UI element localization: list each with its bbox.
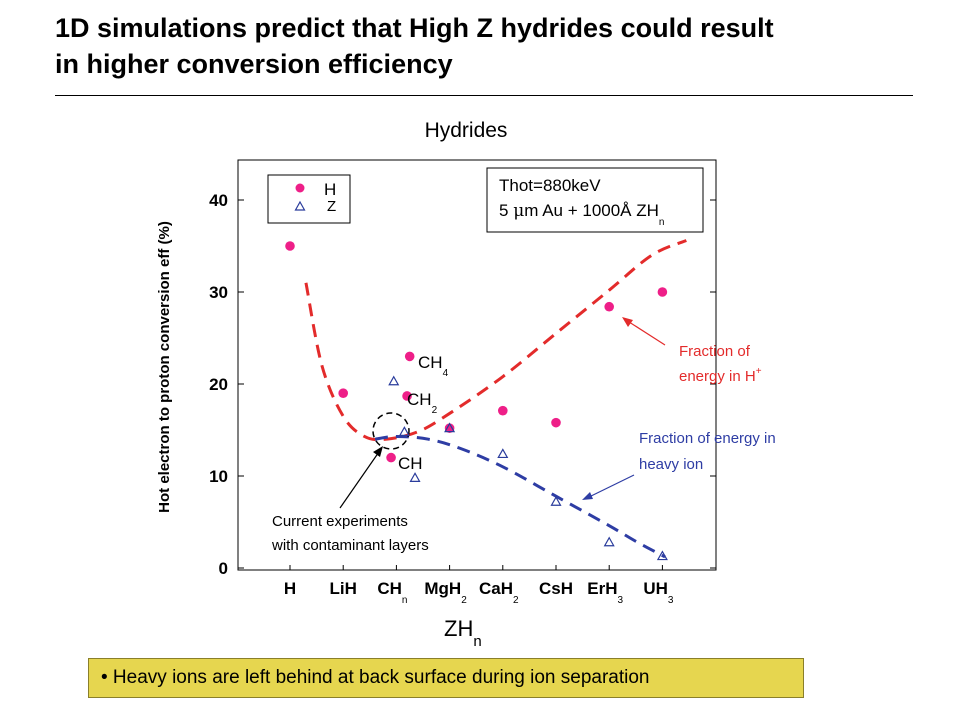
y-tick-labels: 0 10 20 30 40 xyxy=(209,191,228,578)
arrow-fraction-z xyxy=(582,474,635,500)
legend-marker-h xyxy=(295,183,305,193)
data-point-h xyxy=(386,452,396,463)
legend-label-h: H xyxy=(324,180,336,199)
contaminant-highlight-circle xyxy=(372,412,410,450)
x-category-label: H xyxy=(284,579,296,598)
title-divider xyxy=(55,95,913,96)
chart-title: Hydrides xyxy=(425,119,508,142)
x-category-label: UH3 xyxy=(643,579,674,606)
data-point-h xyxy=(657,287,668,297)
data-point-h xyxy=(604,301,614,312)
parameters-box-frame xyxy=(486,167,704,233)
x-axis-label-main: ZH xyxy=(444,616,473,641)
title-line-1: 1D simulations predict that High Z hydri… xyxy=(55,13,774,43)
label-ch2: CH2 xyxy=(407,390,438,416)
parameters-subscript: n xyxy=(659,217,665,228)
data-point-z xyxy=(409,472,421,482)
data-point-h xyxy=(444,423,455,433)
legend-label-z: Z xyxy=(327,198,336,215)
title-line-2: in higher conversion efficiency xyxy=(55,49,453,79)
legend: H Z xyxy=(267,174,351,224)
x-axis-label-sub: n xyxy=(473,633,481,650)
data-point-h xyxy=(404,351,415,362)
x-category-label: ErH3 xyxy=(587,579,623,606)
label-fraction-z-line-1: Fraction of energy in xyxy=(639,430,776,447)
y-axis-label: Hot electron to proton conversion eff (%… xyxy=(156,221,173,513)
y-tick-label: 0 xyxy=(219,559,228,578)
data-point-h xyxy=(338,388,349,399)
y-tick-label: 20 xyxy=(209,375,228,394)
data-point-h xyxy=(498,405,508,416)
y-tick-label: 40 xyxy=(209,191,228,210)
y-tick-label: 30 xyxy=(209,283,228,302)
arrow-fraction-h xyxy=(622,317,666,346)
curve-fraction-energy-h xyxy=(304,239,687,442)
slide-title: 1D simulations predict that High Z hydri… xyxy=(55,10,935,82)
note-box: • Heavy ions are left behind at back sur… xyxy=(88,658,804,698)
data-point-z xyxy=(444,422,456,433)
x-category-label: CaH2 xyxy=(479,579,519,606)
curve-fraction-energy-heavy-ion xyxy=(374,434,666,559)
label-ch4: CH4 xyxy=(418,353,449,379)
data-point-h xyxy=(285,241,295,251)
y-tick-label: 10 xyxy=(209,467,228,486)
legend-marker-z xyxy=(294,200,306,211)
label-fraction-z-line-2: heavy ion xyxy=(639,456,703,473)
label-fraction-h-line-2: energy in H+ xyxy=(679,366,762,385)
data-point-z xyxy=(550,496,562,506)
x-category-label: MgH2 xyxy=(424,579,467,606)
x-category-label: CHn xyxy=(377,579,407,606)
label-current-experiments-line-2: with contaminant layers xyxy=(271,537,429,554)
parameters-line-2: 5 μm Au + 1000Å ZHn xyxy=(499,201,664,228)
plot-frame xyxy=(237,159,717,571)
data-point-z xyxy=(656,550,668,561)
data-point-h xyxy=(402,391,412,401)
x-category-label: LiH xyxy=(330,579,357,598)
x-category-label: CsH xyxy=(539,579,573,598)
data-point-z xyxy=(388,375,400,386)
label-current-experiments-line-1: Current experiments xyxy=(272,513,408,530)
data-markers xyxy=(285,241,668,561)
legend-box xyxy=(267,174,351,224)
data-point-z xyxy=(398,426,410,436)
label-ch: CH xyxy=(398,454,423,473)
arrow-current-experiments xyxy=(339,446,383,509)
parameters-box: Thot=880keV 5 μm Au + 1000Å ZHn xyxy=(486,167,704,233)
parameters-line-1: Thot=880keV xyxy=(499,176,601,195)
data-point-z xyxy=(603,536,615,547)
data-point-z xyxy=(497,448,509,459)
label-fraction-h-line-1: Fraction of xyxy=(679,343,751,360)
axis-tickmarks xyxy=(238,199,716,570)
x-axis-label: ZHn xyxy=(444,616,482,650)
x-category-labels: H LiH CHn MgH2 CaH2 CsH ErH3 UH3 xyxy=(284,579,674,606)
data-point-h xyxy=(551,417,561,428)
mu-symbol: μ xyxy=(513,201,524,221)
